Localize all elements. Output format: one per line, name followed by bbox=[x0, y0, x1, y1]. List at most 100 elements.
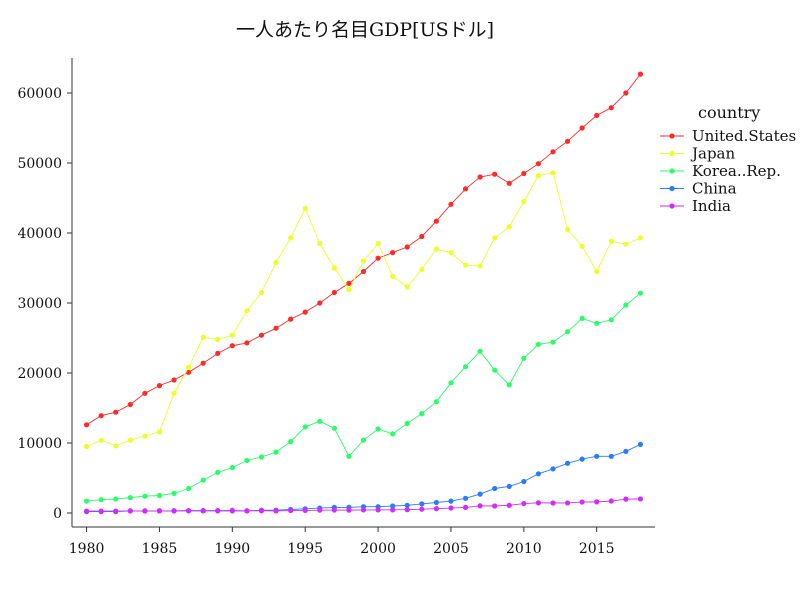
data-point bbox=[550, 339, 556, 345]
data-point bbox=[215, 350, 221, 356]
data-point bbox=[229, 507, 235, 514]
data-point bbox=[550, 500, 556, 506]
data-point bbox=[127, 401, 133, 408]
data-point bbox=[186, 508, 192, 514]
data-point bbox=[521, 170, 527, 177]
data-point bbox=[229, 464, 235, 471]
data-point bbox=[579, 315, 585, 321]
data-point bbox=[171, 508, 177, 514]
data-point bbox=[142, 390, 148, 396]
legend-title: country bbox=[698, 103, 760, 122]
legend-label: China bbox=[692, 180, 737, 198]
data-point bbox=[506, 382, 512, 388]
data-point bbox=[186, 485, 192, 492]
data-point bbox=[433, 499, 439, 506]
data-point bbox=[390, 431, 396, 437]
data-point bbox=[608, 238, 614, 244]
data-point bbox=[623, 448, 629, 454]
x-tick-label: 2000 bbox=[360, 541, 396, 557]
y-tick-label: 30000 bbox=[17, 296, 62, 312]
legend: country United.StatesJapanKorea..Rep.Chi… bbox=[660, 103, 796, 215]
legend-item: China bbox=[660, 180, 737, 198]
data-point bbox=[637, 290, 644, 296]
data-point bbox=[608, 498, 614, 504]
data-point bbox=[302, 424, 308, 430]
y-tick-label: 50000 bbox=[17, 156, 62, 172]
series-india bbox=[83, 496, 644, 514]
data-point bbox=[506, 180, 512, 186]
legend-label: United.States bbox=[692, 127, 796, 145]
data-point bbox=[433, 246, 439, 252]
x-tick-label: 1995 bbox=[287, 541, 323, 557]
data-point bbox=[594, 453, 600, 459]
data-point bbox=[390, 273, 396, 279]
data-point bbox=[404, 507, 410, 513]
data-point bbox=[229, 332, 235, 338]
data-point bbox=[390, 250, 396, 256]
data-point bbox=[346, 453, 352, 459]
data-point bbox=[83, 422, 90, 428]
data-point bbox=[535, 471, 542, 477]
data-point bbox=[462, 504, 469, 510]
data-point bbox=[492, 367, 498, 373]
data-point bbox=[375, 426, 381, 432]
data-point bbox=[215, 336, 221, 342]
legend-item: India bbox=[660, 197, 731, 215]
data-point bbox=[608, 105, 614, 111]
x-tick-label: 1980 bbox=[69, 541, 105, 557]
data-point bbox=[215, 469, 221, 475]
data-point bbox=[302, 507, 308, 514]
data-point bbox=[448, 380, 454, 386]
data-point bbox=[98, 508, 104, 514]
data-point bbox=[492, 485, 498, 492]
data-point bbox=[98, 413, 104, 419]
data-point bbox=[273, 325, 279, 331]
data-point bbox=[317, 300, 323, 306]
data-point bbox=[448, 201, 454, 207]
data-point bbox=[594, 112, 600, 118]
data-point bbox=[142, 433, 148, 439]
data-point bbox=[142, 508, 148, 514]
data-point bbox=[156, 508, 163, 514]
data-point bbox=[244, 508, 250, 514]
data-point bbox=[535, 161, 542, 167]
data-point bbox=[288, 235, 294, 241]
data-point bbox=[506, 224, 512, 230]
y-tick-label: 60000 bbox=[17, 86, 62, 102]
data-point bbox=[288, 507, 294, 514]
x-tick-label: 2015 bbox=[579, 541, 615, 557]
legend-swatch-point bbox=[669, 133, 675, 139]
data-point bbox=[608, 453, 614, 459]
data-point bbox=[186, 364, 192, 370]
axes: 0 10000 20000 30000 40000 50000 60000 1980 1985 1… bbox=[17, 58, 655, 557]
data-point bbox=[200, 477, 206, 483]
data-point bbox=[127, 437, 133, 443]
series-line bbox=[86, 172, 641, 447]
data-point bbox=[331, 425, 337, 431]
data-point bbox=[113, 508, 119, 514]
data-point bbox=[113, 496, 119, 502]
data-point bbox=[302, 309, 308, 315]
data-point bbox=[477, 348, 483, 354]
data-point bbox=[535, 341, 542, 347]
data-point bbox=[594, 499, 600, 505]
x-tick-label: 1990 bbox=[215, 541, 251, 557]
data-point bbox=[594, 320, 600, 326]
data-point bbox=[360, 258, 367, 264]
data-point bbox=[608, 317, 614, 323]
data-point bbox=[346, 280, 352, 286]
data-point bbox=[127, 495, 133, 501]
data-point bbox=[550, 149, 556, 155]
x-tick-label: 1985 bbox=[142, 541, 178, 557]
data-point bbox=[171, 490, 177, 496]
data-point bbox=[390, 503, 396, 509]
legend-label: Japan bbox=[690, 145, 736, 163]
data-point bbox=[375, 255, 381, 261]
data-point bbox=[404, 284, 410, 290]
data-point bbox=[390, 507, 396, 513]
data-point bbox=[579, 456, 585, 462]
data-point bbox=[506, 483, 512, 489]
y-tick-label: 40000 bbox=[17, 226, 62, 242]
data-point bbox=[448, 505, 454, 511]
